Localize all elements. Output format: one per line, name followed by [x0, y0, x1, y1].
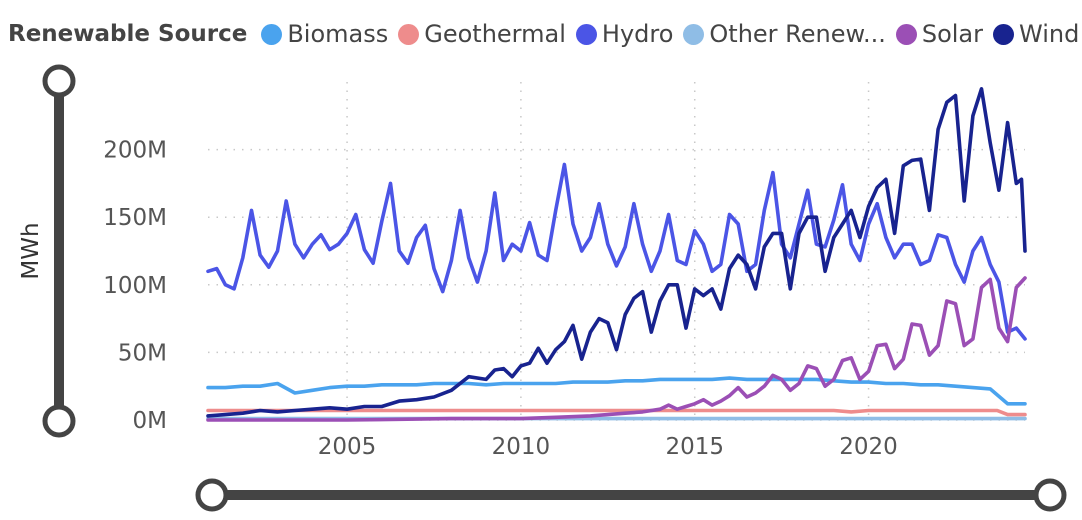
legend-label-hydro: Hydro [601, 20, 674, 48]
legend-label-geothermal: Geothermal [424, 20, 566, 48]
y-tick-label: 150M [103, 205, 167, 231]
y-axis-label: MWh [18, 222, 44, 279]
legend-label-wind: Wind [1019, 20, 1080, 48]
legend-dot-wind [993, 23, 1015, 45]
legend-dot-geothermal [398, 23, 420, 45]
legend-item-geothermal[interactable]: Geothermal [398, 20, 566, 48]
x-range-slider[interactable] [195, 478, 1067, 512]
legend-item-solar[interactable]: Solar [895, 20, 984, 48]
x-tick-label: 2020 [839, 434, 898, 460]
y-slider-bottom-handle[interactable] [42, 404, 76, 438]
series-line-wind[interactable] [206, 87, 1027, 418]
series-line-hydro[interactable] [206, 162, 1027, 341]
y-tick-label: 0M [133, 408, 167, 434]
legend-item-wind[interactable]: Wind [993, 20, 1079, 48]
series-line-biomass[interactable] [206, 376, 1027, 406]
legend-label-biomass: Biomass [287, 20, 389, 48]
x-slider-left-handle[interactable] [195, 478, 229, 512]
legend: Renewable Source Biomass Geothermal Hydr… [8, 14, 1082, 54]
legend-dot-solar [895, 23, 917, 45]
y-tick-label: 200M [103, 138, 167, 164]
series-line-solar[interactable] [206, 276, 1027, 422]
x-tick-label: 2010 [492, 434, 551, 460]
x-slider-right-handle[interactable] [1033, 478, 1067, 512]
legend-dot-biomass [261, 23, 283, 45]
legend-item-hydro[interactable]: Hydro [575, 20, 674, 48]
legend-title: Renewable Source [8, 21, 248, 47]
x-tick-label: 2015 [665, 434, 724, 460]
y-tick-label: 100M [103, 273, 167, 299]
x-slider-track[interactable] [212, 490, 1050, 500]
legend-dot-other-renewables [683, 23, 705, 45]
legend-item-biomass[interactable]: Biomass [261, 20, 388, 48]
x-tick-label: 2005 [318, 434, 377, 460]
axes: 0M 50M 100M 150M 200M 2005 2010 2015 2020 [103, 138, 898, 460]
legend-item-other-renewables[interactable]: Other Renew... [683, 20, 886, 48]
y-tick-label: 50M [118, 340, 167, 366]
legend-label-solar: Solar [921, 20, 984, 48]
y-range-slider[interactable] [42, 64, 76, 438]
legend-label-other-renewables: Other Renew... [709, 20, 886, 48]
y-slider-top-handle[interactable] [42, 64, 76, 98]
legend-dot-hydro [575, 23, 597, 45]
y-slider-track[interactable] [54, 82, 64, 422]
series-lines [206, 87, 1027, 422]
